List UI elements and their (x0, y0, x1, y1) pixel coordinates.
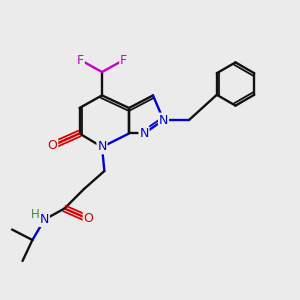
Text: F: F (120, 53, 127, 67)
Text: O: O (84, 212, 93, 226)
Text: N: N (139, 127, 149, 140)
Text: H: H (31, 208, 40, 221)
Text: F: F (77, 53, 84, 67)
Text: O: O (48, 139, 57, 152)
Text: N: N (40, 213, 49, 226)
Text: N: N (159, 113, 168, 127)
Text: N: N (97, 140, 107, 154)
